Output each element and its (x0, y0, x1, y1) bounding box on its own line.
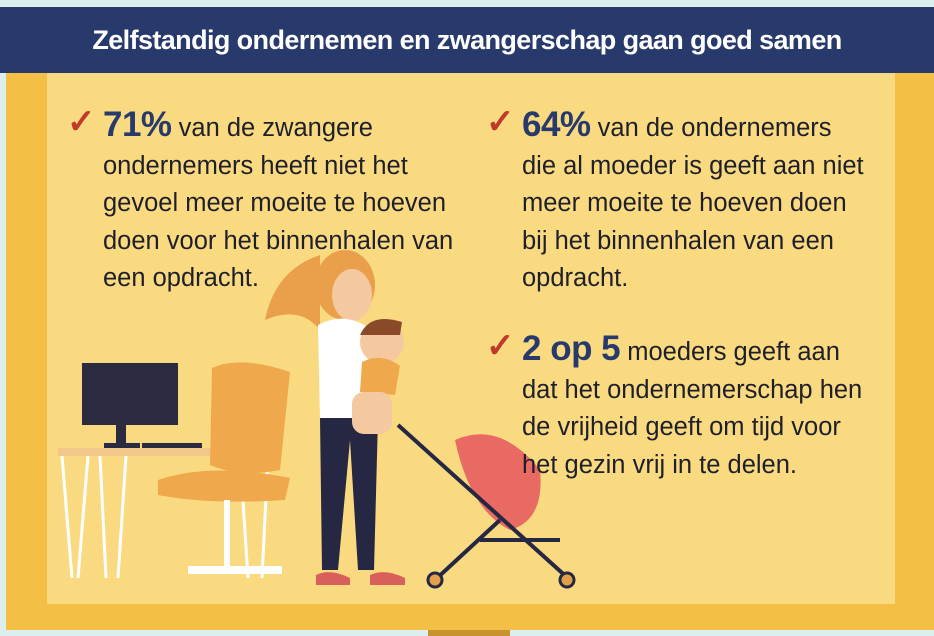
header-banner: Zelfstandig ondernemen en zwangerschap g… (0, 7, 934, 73)
stat-highlight: 2 op 5 (522, 329, 621, 368)
content-panel (47, 73, 895, 604)
desk (58, 448, 276, 579)
check-icon: ✓ (67, 103, 96, 141)
office-chair (158, 362, 290, 574)
monitor (82, 363, 202, 448)
stat-highlight: 64% (522, 105, 591, 144)
stat-freedom: ✓ 2 op 5 moeders geeft aan dat het onder… (486, 327, 872, 484)
frame-stand (428, 630, 510, 636)
page-title: Zelfstandig ondernemen en zwangerschap g… (92, 25, 842, 55)
check-icon: ✓ (486, 103, 515, 141)
check-icon: ✓ (486, 327, 515, 365)
stat-pregnant-entrepreneurs: ✓ 71% van de zwangere ondernemers heeft … (67, 103, 483, 298)
stat-text: van de zwangere ondernemers heeft niet h… (103, 114, 454, 292)
stat-highlight: 71% (103, 105, 172, 144)
stat-mother-entrepreneurs: ✓ 64% van de ondernemers die al moeder i… (486, 103, 867, 298)
stat-text: moeders geeft aan dat het ondernemerscha… (522, 338, 863, 479)
baby (352, 318, 404, 434)
stat-text: van de ondernemers die al moeder is geef… (522, 114, 864, 292)
stroller (396, 423, 576, 589)
